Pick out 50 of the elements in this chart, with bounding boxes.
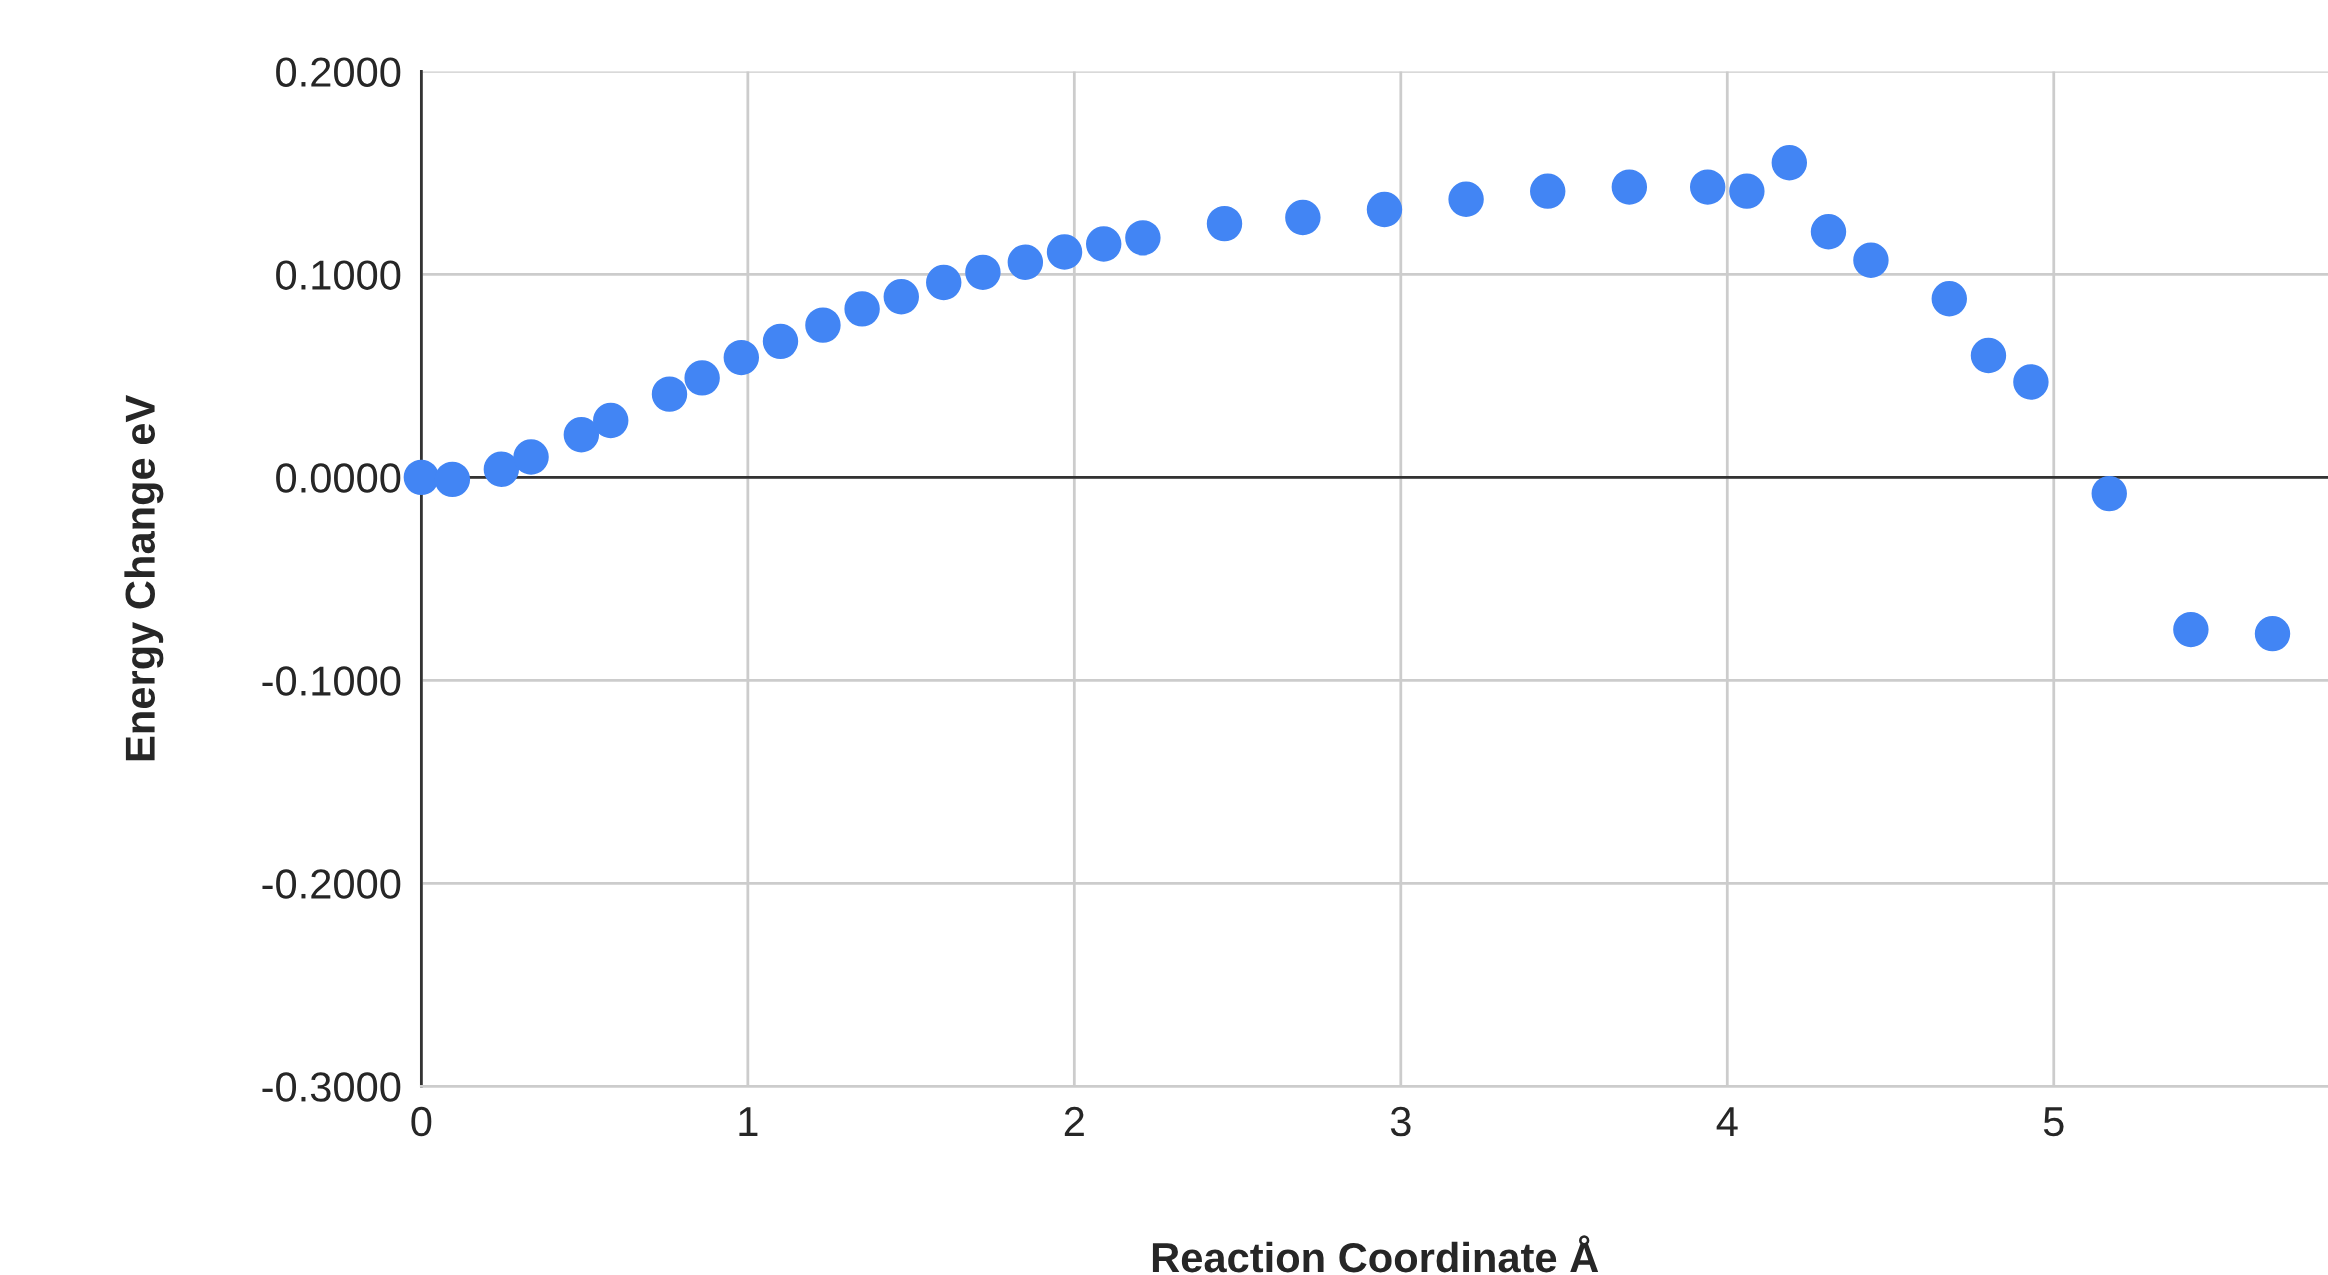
point — [513, 439, 549, 475]
point — [1729, 173, 1765, 209]
point — [965, 254, 1001, 291]
x-tick-label: 5 — [2043, 1107, 2064, 1137]
point — [403, 459, 440, 496]
point — [2013, 364, 2049, 400]
point — [651, 376, 688, 412]
point — [593, 402, 629, 439]
point — [1853, 242, 1889, 278]
point — [1689, 169, 1726, 205]
y-tick-label: 0.2000 — [276, 57, 401, 87]
y-tick-label: -0.2000 — [262, 869, 401, 899]
x-tick-label: 1 — [739, 1107, 758, 1136]
x-tick-label: 3 — [1390, 1106, 1411, 1137]
y-tick-label: 0.1000 — [276, 260, 401, 290]
point — [563, 417, 600, 453]
point — [1366, 191, 1403, 228]
point — [1448, 181, 1484, 217]
point — [1206, 205, 1243, 242]
x-tick-label: 0 — [411, 1106, 432, 1137]
point — [805, 307, 841, 343]
point — [483, 451, 520, 487]
point — [2091, 475, 2127, 512]
point — [684, 360, 720, 396]
x-tick-label: 2 — [1064, 1106, 1084, 1136]
point — [926, 264, 962, 301]
point — [1970, 337, 2007, 374]
point — [1810, 214, 1847, 250]
point — [1771, 145, 1808, 181]
point — [1125, 220, 1161, 256]
point — [1007, 244, 1044, 280]
point — [1931, 281, 1967, 317]
point — [1530, 173, 1566, 209]
point — [844, 291, 880, 327]
point — [1086, 226, 1122, 262]
y-axis-title: Energy Change eV — [124, 395, 164, 761]
point — [1285, 199, 1321, 236]
point — [723, 339, 760, 376]
point — [762, 323, 799, 360]
point — [2254, 615, 2291, 652]
point — [2173, 611, 2209, 648]
y-tick-label: -0.1000 — [262, 666, 401, 696]
point — [1046, 234, 1083, 270]
y-tick-label: 0.0000 — [276, 463, 401, 493]
point — [1611, 169, 1648, 205]
x-axis-title: Reaction Coordinate Å — [1152, 1235, 1599, 1273]
y-tick-label: -0.3000 — [262, 1072, 401, 1102]
x-tick-label: 4 — [1716, 1107, 1738, 1136]
point — [434, 461, 471, 498]
point — [883, 279, 919, 315]
